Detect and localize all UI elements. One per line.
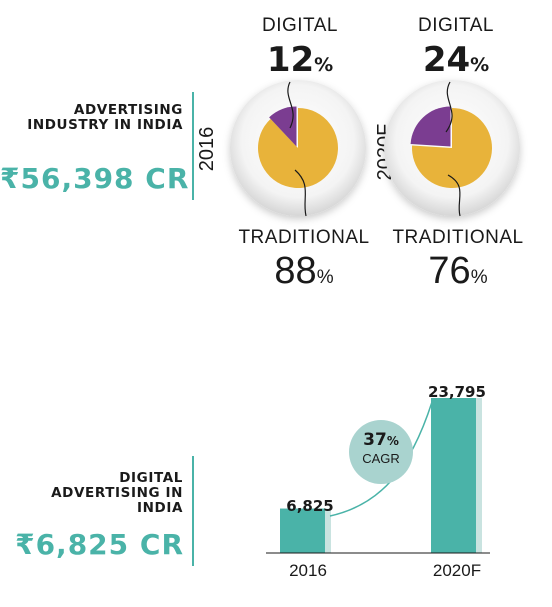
bar-value-label-2020f: 23,795 [412, 383, 502, 401]
pie-2016 [230, 80, 366, 216]
bar-category-2016: 2016 [268, 561, 348, 581]
bar-2016 [280, 509, 325, 553]
pie1-traditional-slice [258, 108, 338, 188]
bar-2020f [431, 398, 476, 553]
cagr-bubble: 37% CAGR [349, 420, 413, 484]
bar-value-label-2016: 6,825 [270, 497, 350, 515]
bar-shade-2020f [476, 398, 482, 553]
bar-category-2020f: 2020F [412, 561, 502, 581]
pie-charts [0, 0, 552, 330]
pie-2020f [384, 80, 520, 216]
